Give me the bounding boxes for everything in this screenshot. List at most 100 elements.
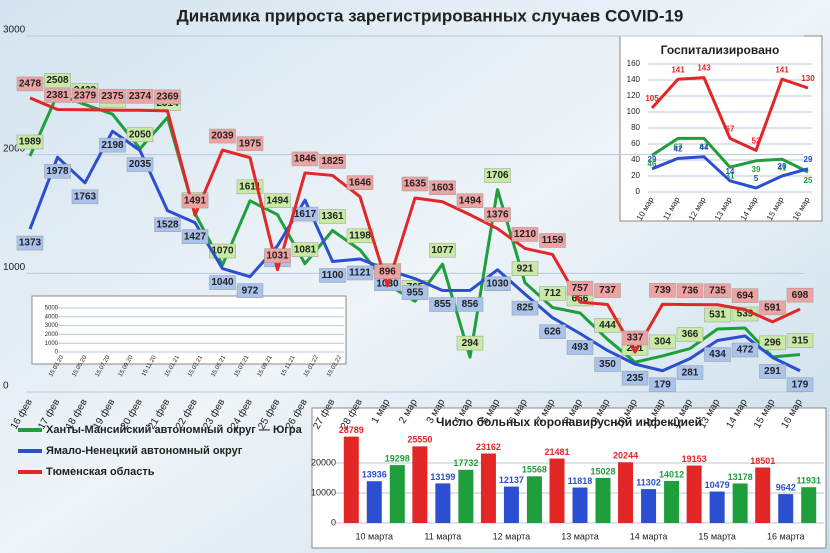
data-label: 130 (801, 74, 815, 83)
data-label: 972 (242, 285, 259, 296)
data-label: 10479 (705, 480, 730, 490)
data-label: 294 (462, 338, 479, 349)
data-label: 493 (572, 342, 589, 353)
y-tick-label: 40 (631, 155, 640, 164)
data-label: 1646 (349, 177, 372, 188)
data-label: 304 (654, 337, 671, 348)
data-label: 539 (737, 309, 754, 320)
label-box (291, 242, 319, 257)
y-tick-label: 80 (631, 123, 640, 132)
label-box (649, 334, 676, 350)
label-box (759, 300, 786, 316)
data-label: 15028 (590, 466, 615, 476)
label-box (704, 347, 731, 362)
data-label: 666 (572, 294, 589, 305)
bar (618, 462, 634, 523)
data-label: 291 (764, 366, 781, 377)
legend: Ханты-Мансийский автономный округ — Югра… (18, 424, 303, 478)
data-label: 1427 (184, 231, 207, 242)
data-label: 366 (682, 329, 699, 340)
chart-title: Динамика прироста зарегистрированных слу… (177, 6, 684, 25)
label-box (181, 193, 209, 209)
data-label: 1528 (156, 219, 179, 230)
data-label: 472 (737, 345, 754, 356)
label-box (99, 88, 126, 104)
label-box (484, 207, 511, 222)
data-label: 591 (764, 303, 781, 314)
data-label: 23162 (476, 442, 501, 452)
y-tick-label: 20000 (311, 457, 336, 467)
data-label: 1121 (349, 268, 371, 279)
label-box (44, 164, 71, 179)
label-box (484, 276, 511, 292)
data-label: 25550 (407, 435, 432, 445)
bar (664, 480, 680, 523)
label-box (456, 193, 484, 208)
data-label: 281 (682, 367, 699, 378)
bar (343, 436, 359, 523)
data-label: 29 (804, 155, 813, 164)
data-label: 1077 (431, 245, 454, 256)
bar (458, 469, 474, 523)
label-box (16, 235, 44, 251)
label-box (511, 227, 539, 242)
data-label: 67 (700, 143, 709, 152)
label-box (209, 275, 236, 290)
data-label: 921 (517, 263, 534, 274)
label-box (539, 233, 566, 248)
data-label: 444 (599, 320, 616, 331)
data-label: 141 (775, 65, 789, 74)
data-label: 179 (792, 379, 809, 390)
label-box (236, 283, 264, 298)
data-label: 737 (599, 285, 616, 296)
data-label: 39 (752, 165, 761, 174)
y-tick-label: 0 (636, 187, 641, 196)
data-label: 694 (737, 290, 754, 301)
bar-title: Число больных коронавирусной инфекцией (436, 415, 702, 429)
label-box (374, 264, 401, 279)
label-box (786, 377, 814, 393)
data-label: 2035 (129, 159, 152, 170)
label-box (456, 297, 484, 312)
data-label: 1198 (349, 230, 371, 241)
label-box (71, 88, 99, 103)
bar (526, 476, 542, 523)
data-label: 19153 (682, 454, 707, 464)
bar (732, 483, 748, 523)
label-box (621, 330, 649, 346)
data-label: 712 (544, 288, 561, 299)
data-label: 2039 (211, 131, 234, 142)
data-label: 11931 (796, 476, 821, 486)
data-label: 1100 (322, 270, 344, 281)
data-label: 698 (792, 290, 809, 301)
data-label: 2381 (46, 90, 69, 101)
label-box (759, 364, 786, 379)
data-label: 736 (682, 285, 699, 296)
bar (778, 494, 794, 523)
label-box (786, 287, 814, 303)
data-label: 17732 (453, 458, 478, 468)
data-label: 1081 (294, 244, 317, 255)
data-label: 31 (726, 171, 735, 180)
data-label: 1635 (404, 179, 427, 190)
legend-label: Ханты-Мансийский автономный округ — Югра (46, 424, 303, 436)
label-box (319, 268, 346, 283)
data-label: 296 (764, 338, 781, 349)
bar (595, 477, 611, 523)
label-box (429, 242, 456, 258)
data-label: 12137 (499, 475, 524, 485)
label-box (71, 189, 99, 205)
y-tick-label: 0 (55, 350, 59, 356)
data-label: 2198 (101, 140, 124, 151)
label-box (621, 370, 649, 386)
label-box (99, 137, 126, 153)
y-tick-label: 10000 (311, 487, 336, 497)
y-tick-label: 3000 (3, 25, 26, 36)
label-box (44, 73, 71, 88)
data-label: 1159 (542, 235, 564, 246)
label-box (401, 285, 429, 300)
bar (572, 487, 588, 523)
data-label: 2375 (101, 91, 124, 102)
